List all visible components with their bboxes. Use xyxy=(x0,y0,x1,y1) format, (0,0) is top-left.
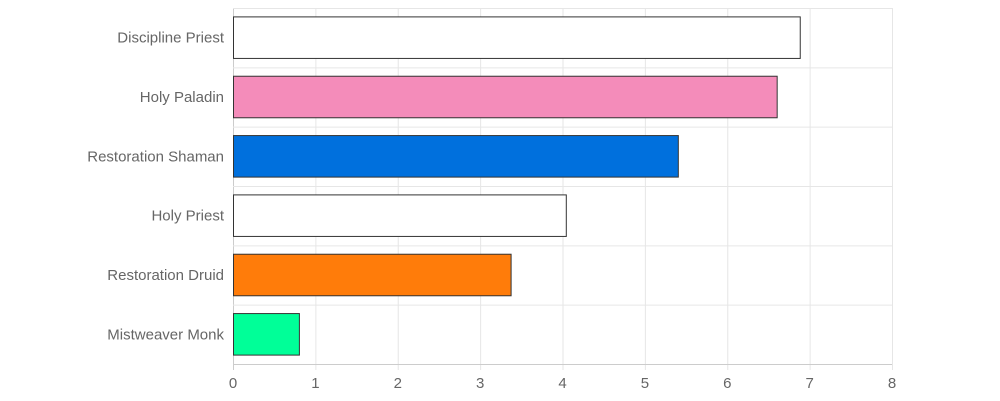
bar[interactable] xyxy=(233,16,801,59)
category-label: Restoration Druid xyxy=(107,267,224,284)
bar[interactable] xyxy=(233,75,778,119)
category-label: Restoration Shaman xyxy=(87,148,224,165)
bar[interactable] xyxy=(233,253,512,297)
bars xyxy=(233,16,801,356)
x-tick-label: 2 xyxy=(394,375,402,392)
x-tick-label: 3 xyxy=(476,375,484,392)
category-label: Discipline Priest xyxy=(117,30,225,47)
bar[interactable] xyxy=(233,135,679,178)
grid xyxy=(233,8,893,370)
x-axis-tick-labels: 0 1 2 3 4 5 6 7 8 xyxy=(229,375,896,392)
category-label: Holy Priest xyxy=(151,208,224,225)
x-tick-label: 0 xyxy=(229,375,237,392)
x-tick-label: 8 xyxy=(888,375,896,392)
bar[interactable] xyxy=(233,194,567,237)
x-tick-label: 5 xyxy=(641,375,649,392)
bar[interactable] xyxy=(233,313,300,356)
category-labels: Discipline Priest Holy Paladin Restoration… xyxy=(87,30,225,344)
category-label: Mistweaver Monk xyxy=(107,326,224,343)
x-tick-label: 1 xyxy=(311,375,319,392)
x-tick-label: 4 xyxy=(558,375,566,392)
x-tick-label: 6 xyxy=(723,375,731,392)
x-tick-label: 7 xyxy=(805,375,813,392)
category-label: Holy Paladin xyxy=(140,89,224,106)
